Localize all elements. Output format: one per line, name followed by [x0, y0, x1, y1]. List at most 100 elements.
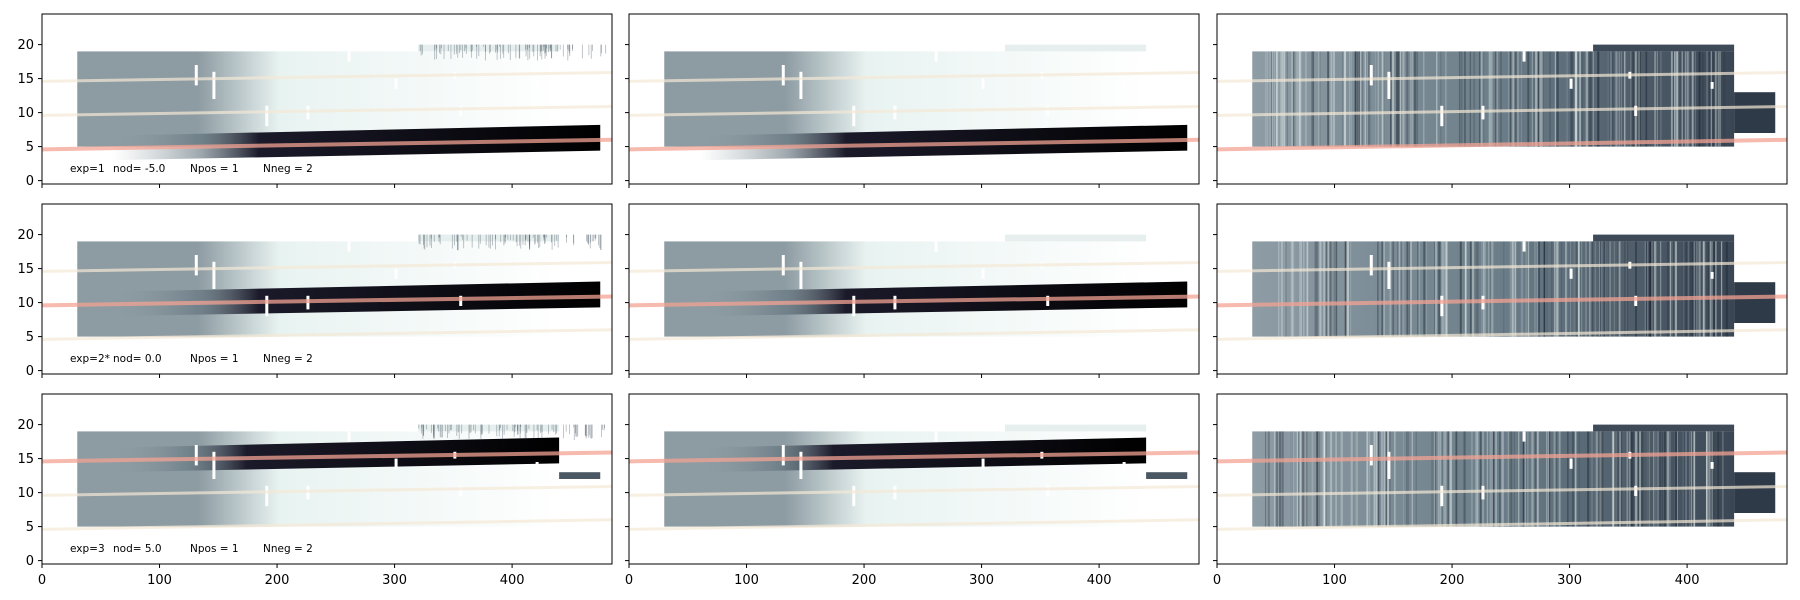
residual-streak [1690, 431, 1693, 527]
residual-streak [1290, 431, 1293, 527]
residual-streak [1629, 431, 1632, 527]
masked-pixels [1387, 261, 1391, 289]
trace-line-2 [1217, 294, 1787, 308]
residual-streak [1682, 241, 1685, 337]
residual-streak [1689, 241, 1692, 337]
noise-streak [567, 44, 569, 61]
noise-streak [484, 44, 486, 61]
residual-streak [1356, 51, 1359, 147]
residual-streak [1551, 241, 1553, 337]
noise-streak [479, 234, 481, 244]
noise-streak [462, 234, 463, 240]
residual-streak [1566, 431, 1568, 527]
residual-streak [1403, 431, 1404, 527]
residual-streak [1491, 241, 1494, 337]
residual-streak [1567, 431, 1569, 527]
residual-streak [1636, 51, 1639, 147]
residual-streak [1299, 431, 1302, 527]
residual-streak [1635, 431, 1638, 527]
noise-streak [438, 234, 440, 238]
residual-streak [1717, 431, 1720, 527]
residual-streak [1367, 51, 1369, 147]
residual-streak [1455, 431, 1458, 527]
residual-streak [1315, 241, 1318, 337]
x-tick-label: 300 [382, 573, 407, 588]
residual-streak [1630, 51, 1632, 147]
residual-streak [1381, 51, 1384, 147]
noise-streak [584, 424, 586, 436]
residual-streak [1595, 431, 1598, 527]
noise-streak [587, 234, 589, 244]
masked-pixels [1634, 485, 1638, 496]
residual-streak [1416, 51, 1418, 147]
residual-streak [1697, 241, 1700, 337]
noise-streak [527, 234, 529, 242]
noise-streak [482, 424, 483, 435]
panel-frame [628, 203, 1200, 375]
residual-streak [1335, 431, 1337, 527]
residual-streak [1704, 241, 1706, 337]
residual-streak [1710, 51, 1712, 147]
residual-streak [1597, 51, 1600, 147]
residual-streak [1556, 241, 1559, 337]
residual-streak [1660, 51, 1662, 147]
noise-streak [462, 44, 464, 58]
residual-streak [1431, 431, 1434, 527]
residual-streak [1298, 431, 1299, 527]
residual-streak [1693, 241, 1695, 337]
noise-streak [551, 424, 553, 430]
residual-streak [1340, 431, 1343, 527]
masked-pixels [265, 105, 269, 127]
residual-streak [1578, 241, 1580, 337]
residual-streak [1325, 241, 1328, 337]
residual-streak [1677, 431, 1678, 527]
noise-streak [551, 44, 552, 59]
noise-streak [439, 44, 440, 54]
noise-streak [573, 424, 575, 428]
noise-streak [500, 424, 501, 429]
residual-streak [1717, 51, 1720, 147]
residual-streak [1684, 431, 1686, 527]
noise-streak [450, 424, 451, 431]
noise-streak [470, 44, 472, 52]
masked-pixels [799, 451, 803, 479]
residual-streak [1300, 431, 1303, 527]
y-tick-label: 10 [17, 296, 34, 311]
residual-streak [1266, 51, 1268, 147]
residual-streak [1680, 51, 1682, 147]
x-tick-label: 100 [147, 573, 172, 588]
residual-streak [1491, 431, 1493, 527]
residual-streak [1412, 51, 1414, 147]
masked-pixels [934, 51, 938, 62]
residual-streak [1708, 431, 1710, 527]
noise-streak [457, 234, 459, 251]
noise-streak [456, 234, 458, 242]
residual-streak [1301, 431, 1304, 527]
residual-streak [1411, 431, 1413, 527]
noise-streak [598, 234, 599, 246]
residual-streak [1707, 431, 1711, 527]
residual-map-tail [1734, 472, 1776, 513]
noise-streak [586, 234, 587, 242]
noise-streak [505, 234, 507, 238]
residual-streak [1575, 431, 1577, 527]
residual-streak [1618, 431, 1621, 527]
noise-streak [548, 424, 549, 435]
residual-streak [1627, 431, 1630, 527]
residual-streak [1645, 241, 1648, 337]
noise-streak [503, 234, 505, 246]
residual-streak [1279, 51, 1283, 147]
residual-streak [1702, 241, 1705, 337]
residual-streak [1573, 241, 1575, 337]
residual-streak [1473, 51, 1476, 147]
noise-streak [440, 44, 442, 55]
noise-streak [586, 424, 587, 437]
residual-streak [1318, 51, 1320, 147]
axes-layer: 0 5 10 15 20 exp=1 nod= -5.0 Npos = 1 Nneg = 2 0 5… [17, 13, 1788, 588]
residual-streak [1536, 241, 1538, 337]
residual-streak [1344, 241, 1347, 337]
residual-streak [1293, 431, 1295, 527]
residual-streak [1615, 51, 1618, 147]
residual-streak [1535, 51, 1538, 147]
residual-streak [1433, 431, 1435, 527]
